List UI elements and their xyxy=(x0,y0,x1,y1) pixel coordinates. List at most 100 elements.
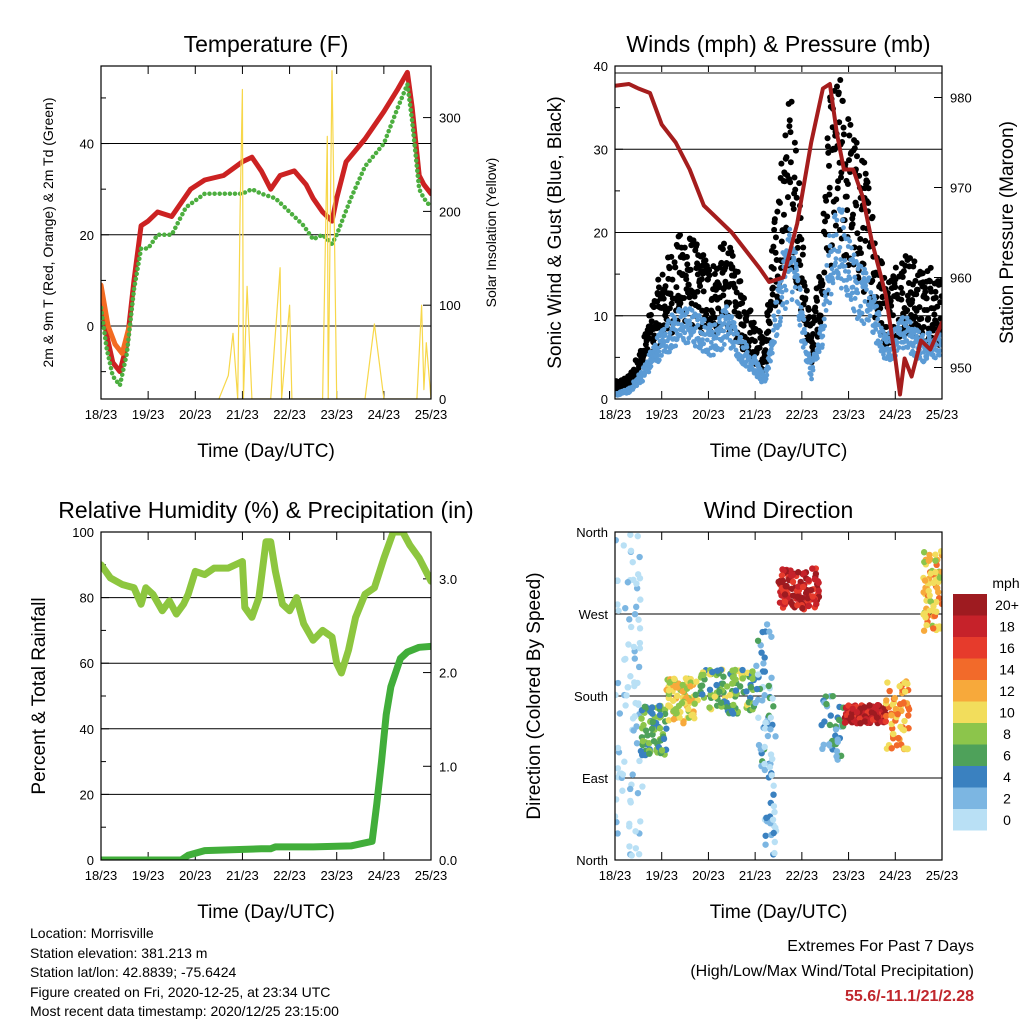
wind-point xyxy=(770,243,777,250)
x-tick-label: 19/23 xyxy=(645,868,678,883)
direction-point xyxy=(673,709,680,717)
wind-point xyxy=(772,249,779,256)
x-tick-label: 25/23 xyxy=(926,407,959,422)
wind-point xyxy=(788,98,795,105)
wind-point xyxy=(706,267,713,274)
wind-point xyxy=(695,317,700,323)
wind-point xyxy=(876,322,881,328)
wind-point xyxy=(926,334,932,340)
direction-point xyxy=(658,747,666,754)
plot-frame xyxy=(100,531,432,861)
direction-point xyxy=(615,796,620,803)
y2-tick-label: 100 xyxy=(439,298,461,313)
wind-point xyxy=(802,341,808,346)
direction-point xyxy=(770,802,778,810)
legend-title: mph xyxy=(992,575,1019,591)
station-info: Location: Morrisville Station elevation:… xyxy=(30,924,339,1022)
wind-point xyxy=(648,363,654,369)
wind-point xyxy=(721,328,727,334)
wind-point xyxy=(771,313,777,319)
wind-point xyxy=(650,304,657,311)
direction-point xyxy=(615,607,622,614)
wind-point xyxy=(937,299,942,306)
wind-point xyxy=(865,200,872,207)
direction-point xyxy=(761,668,769,675)
direction-point xyxy=(645,740,653,747)
direction-point xyxy=(625,641,632,648)
direction-point xyxy=(901,717,908,725)
wind-point xyxy=(774,299,780,305)
wind-point xyxy=(897,326,903,332)
wind-point xyxy=(931,311,938,318)
x-axis-label: Time (Day/UTC) xyxy=(710,902,848,923)
direction-point xyxy=(629,558,636,566)
direction-point xyxy=(812,570,820,578)
wind-point xyxy=(892,284,899,291)
wind-point xyxy=(776,199,783,206)
wind-point xyxy=(826,253,832,258)
wind-point xyxy=(796,301,801,306)
wind-point xyxy=(696,313,702,318)
chart-panel-1: Temperature (F) 0 20 40 0 100 200 300 18/23 19/23… xyxy=(40,31,499,462)
wind-point xyxy=(798,236,805,243)
wind-point xyxy=(750,319,757,326)
wind-point xyxy=(634,383,640,389)
plot-frame xyxy=(614,531,943,861)
direction-point xyxy=(857,719,864,727)
wind-point xyxy=(737,353,743,359)
wind-point xyxy=(740,295,747,302)
wind-point xyxy=(776,309,781,315)
direction-point xyxy=(921,577,929,584)
direction-point xyxy=(663,725,670,732)
x-tick-label: 20/23 xyxy=(692,407,725,422)
wind-point xyxy=(694,288,701,295)
created-text: Figure created on Fri, 2020-12-25, at 23… xyxy=(30,983,331,1000)
wind-point xyxy=(701,341,707,347)
legend-swatch xyxy=(953,744,987,766)
wind-point xyxy=(783,306,788,312)
wind-point xyxy=(928,288,935,295)
y2-tick-label: 1.0 xyxy=(439,759,457,774)
direction-point xyxy=(893,742,901,749)
x-tick-label: 24/23 xyxy=(879,868,912,883)
wind-point xyxy=(673,327,679,333)
wind-point xyxy=(698,276,705,283)
direction-point xyxy=(938,568,942,576)
direction-point xyxy=(894,711,901,718)
wind-point xyxy=(919,270,926,277)
wind-point xyxy=(691,293,698,300)
wind-point xyxy=(845,157,852,164)
direction-point xyxy=(632,845,640,852)
wind-point xyxy=(655,276,662,283)
wind-point xyxy=(884,339,890,345)
direction-point xyxy=(778,572,786,579)
wind-point xyxy=(795,276,801,282)
direction-point xyxy=(627,673,634,680)
wind-point xyxy=(865,185,872,192)
direction-point xyxy=(930,579,937,587)
wind-point xyxy=(821,316,827,322)
wind-point xyxy=(825,287,831,293)
wind-point xyxy=(845,287,850,293)
wind-point xyxy=(647,311,654,318)
wind-point xyxy=(662,283,669,290)
wind-point xyxy=(826,278,832,284)
direction-point xyxy=(637,596,644,603)
direction-point xyxy=(896,683,903,690)
direction-point xyxy=(771,838,778,846)
wind-point xyxy=(819,280,826,287)
y-tick-label: 10 xyxy=(594,309,608,324)
legend-swatch xyxy=(953,787,987,809)
wind-point xyxy=(838,285,844,291)
wind-point xyxy=(685,281,692,288)
wind-point xyxy=(922,288,929,295)
wind-point xyxy=(833,232,839,238)
wind-point xyxy=(751,338,758,345)
wind-point xyxy=(668,253,675,260)
wind-point xyxy=(908,340,914,346)
direction-point xyxy=(770,782,777,789)
direction-point xyxy=(665,687,673,694)
wind-point xyxy=(708,340,714,345)
y2-tick-label: 970 xyxy=(950,181,972,196)
wind-point xyxy=(826,233,832,238)
